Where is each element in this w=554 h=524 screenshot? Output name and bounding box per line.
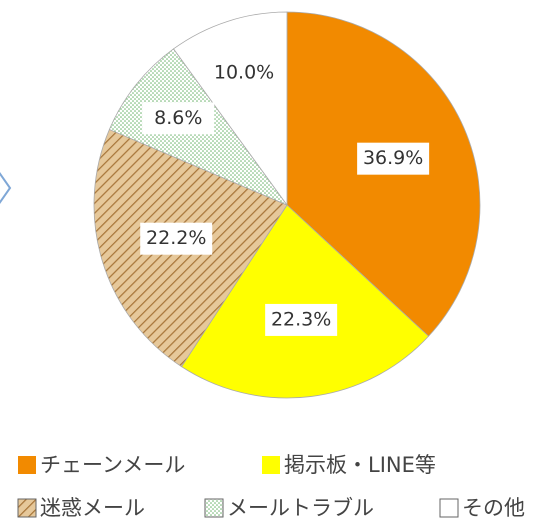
legend-label: 掲示板・LINE等 <box>284 453 436 477</box>
legend-label: チェーンメール <box>40 453 185 477</box>
legend-label: その他 <box>462 496 525 520</box>
label-box <box>265 303 338 336</box>
data-label: 10.0% <box>214 61 274 83</box>
legend-swatch <box>204 498 224 518</box>
label-box <box>140 222 213 255</box>
data-label: 8.6% <box>154 107 202 129</box>
label-box <box>357 142 430 175</box>
label-box <box>208 56 281 89</box>
label-box <box>142 102 215 135</box>
legend-swatch <box>439 498 459 518</box>
data-label: 22.3% <box>271 308 331 330</box>
legend-swatch <box>18 456 36 474</box>
legend-swatch <box>262 456 280 474</box>
data-label: 36.9% <box>363 147 423 169</box>
legend-label: 迷惑メール <box>40 496 145 520</box>
legend-label: メールトラブル <box>227 496 374 520</box>
data-label: 22.2% <box>146 227 206 249</box>
arrow-decoration <box>0 171 12 205</box>
legend-swatch <box>17 498 37 518</box>
pie-slice <box>180 204 430 399</box>
